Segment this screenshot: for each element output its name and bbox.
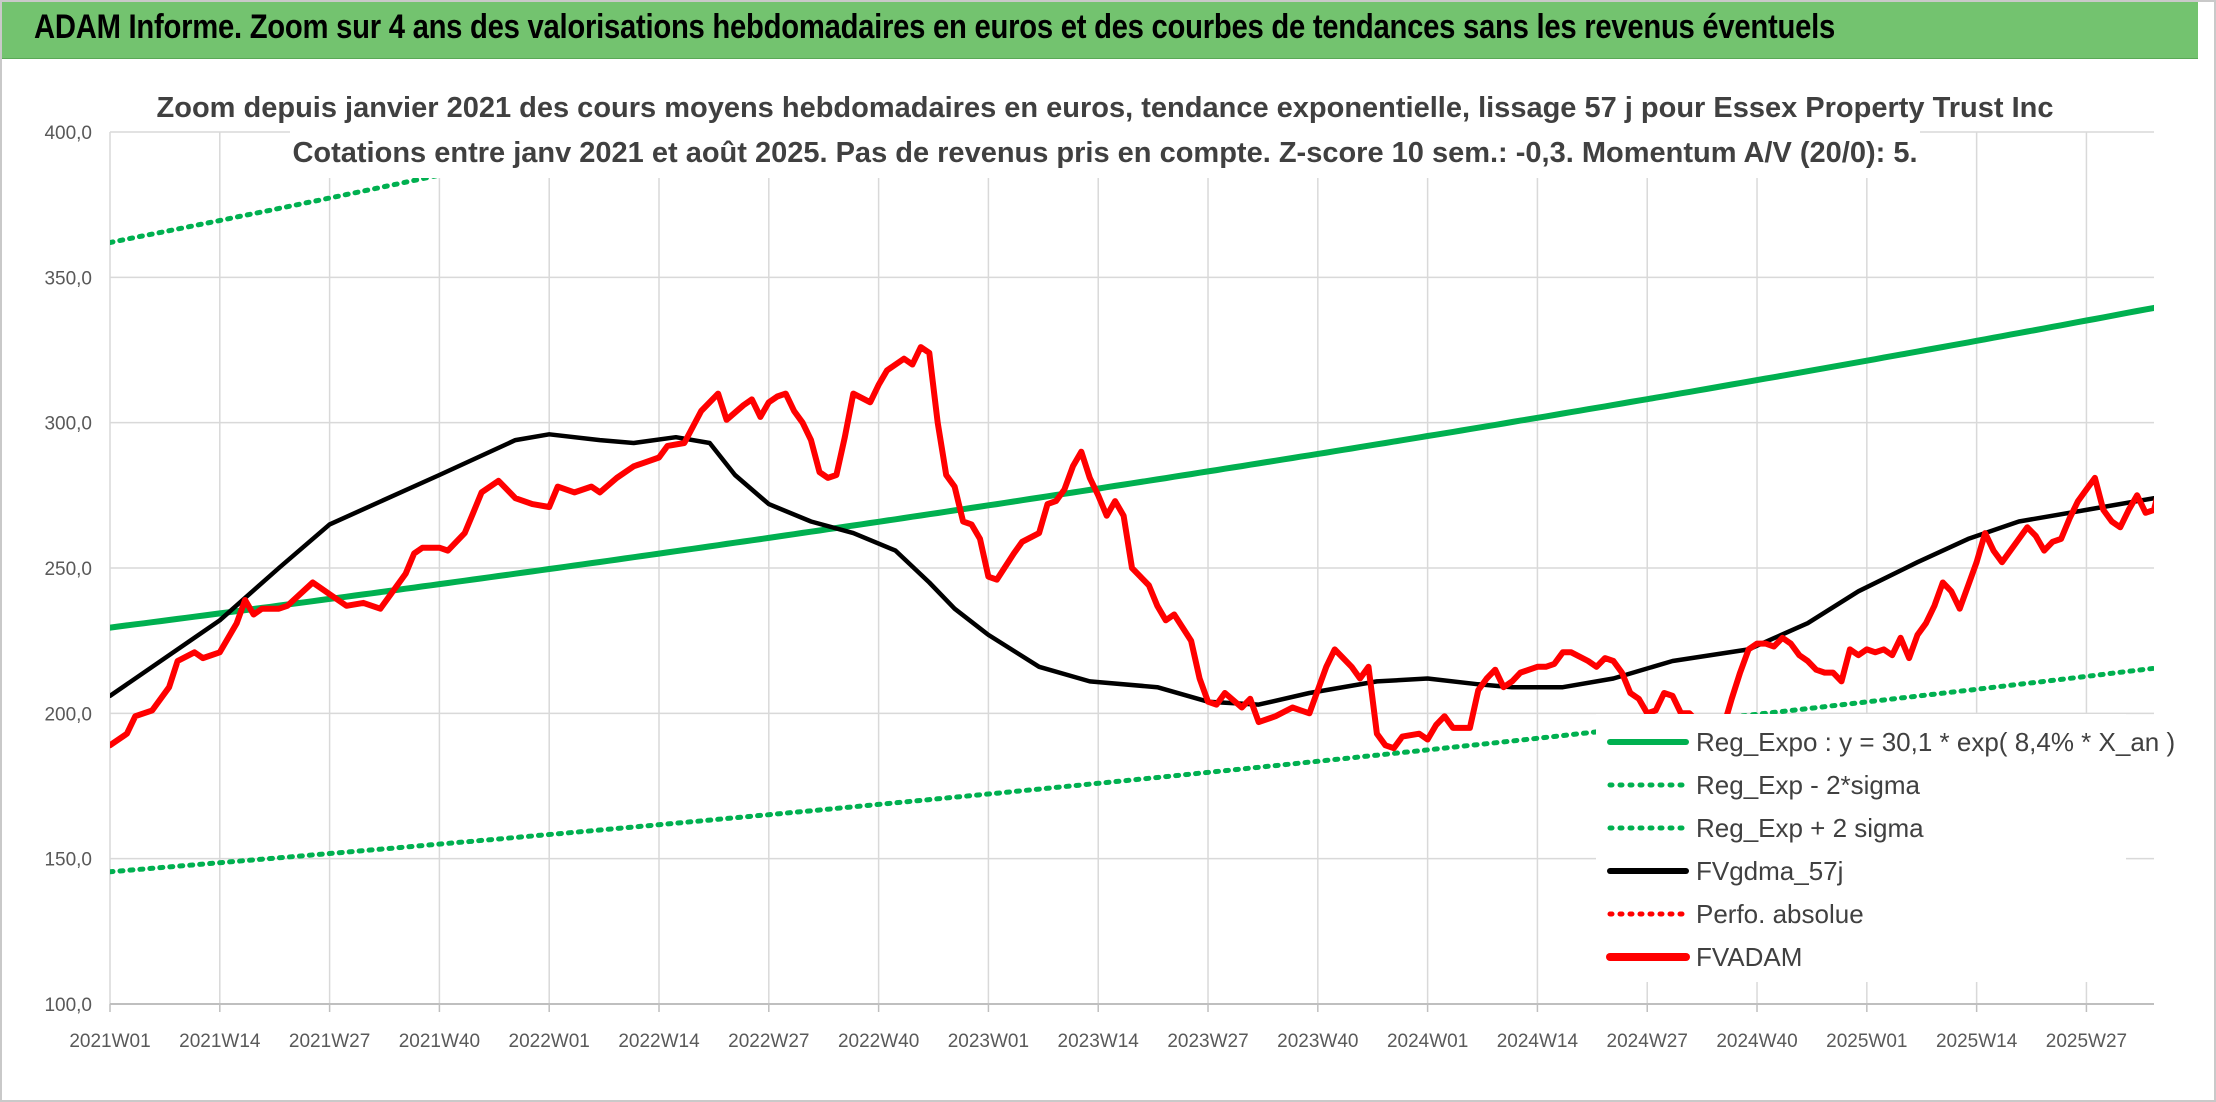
report-title: ADAM Informe. Zoom sur 4 ans des valoris…: [34, 8, 1836, 46]
legend-entry: FVADAM: [1696, 942, 1802, 972]
y-tick-label: 100,0: [44, 995, 92, 1016]
axis-lines: [109, 1003, 2154, 1012]
series-line-fvgdma_57j: [110, 432, 2154, 707]
x-tick-label: 2022W01: [509, 1031, 590, 1052]
x-tick-label: 2023W14: [1058, 1031, 1140, 1052]
y-tick-label: 150,0: [44, 850, 92, 871]
x-tick-label: 2022W27: [728, 1031, 809, 1052]
x-tick-label: 2025W14: [1936, 1031, 2018, 1052]
legend-entry: FVgdma_57j: [1696, 856, 1843, 886]
y-tick-label: 350,0: [44, 268, 92, 289]
legend-entry: Perfo. absolue: [1696, 899, 1864, 929]
y-axis-tick-labels: 100,0 150,0 200,0 250,0 300,0 350,0 400,0: [44, 123, 92, 1016]
x-tick-label: 2021W40: [399, 1031, 480, 1052]
x-tick-label: 2024W40: [1716, 1031, 1797, 1052]
y-tick-label: 300,0: [44, 414, 92, 435]
y-tick-label: 400,0: [44, 123, 92, 144]
series-line-reg_expo: [110, 304, 2154, 631]
chart-title-box: Zoom depuis janvier 2021 des cours moyen…: [157, 80, 2054, 178]
x-tick-label: 2025W27: [2046, 1031, 2127, 1052]
x-tick-label: 2021W14: [179, 1031, 261, 1052]
legend-entry: Reg_Expo : y = 30,1 * exp( 8,4% * X_an ): [1696, 727, 2175, 757]
report-banner: ADAM Informe. Zoom sur 4 ans des valoris…: [2, 2, 2198, 59]
series-lines: [110, 122, 2154, 875]
x-tick-label: 2023W01: [948, 1031, 1029, 1052]
y-tick-label: 250,0: [44, 559, 92, 580]
x-tick-label: 2024W01: [1387, 1031, 1468, 1052]
chart-title: Zoom depuis janvier 2021 des cours moyen…: [157, 92, 2054, 124]
legend-entry: Reg_Exp - 2*sigma: [1696, 770, 1921, 800]
x-tick-label: 2022W40: [838, 1031, 919, 1052]
x-tick-label: 2024W27: [1607, 1031, 1688, 1052]
x-tick-label: 2022W14: [618, 1031, 700, 1052]
x-tick-label: 2023W40: [1277, 1031, 1358, 1052]
x-axis-tick-labels: 2021W01 2021W14 2021W27 2021W40 2022W01 2022W…: [69, 1031, 2127, 1052]
x-tick-label: 2023W27: [1167, 1031, 1248, 1052]
chart-title-background: [290, 80, 1920, 178]
y-tick-label: 200,0: [44, 704, 92, 725]
chart-subtitle: Cotations entre janv 2021 et août 2025. …: [292, 137, 1917, 169]
series-line-fvadam: [110, 344, 2154, 752]
chart-legend: Reg_Expo : y = 30,1 * exp( 8,4% * X_an )…: [1596, 714, 2175, 982]
x-tick-label: 2024W14: [1497, 1031, 1579, 1052]
legend-entry: Reg_Exp + 2 sigma: [1696, 813, 1924, 843]
x-tick-label: 2025W01: [1826, 1031, 1907, 1052]
x-tick-label: 2021W01: [69, 1031, 150, 1052]
series-line-reg_exp: [110, 665, 2154, 875]
legend-background: [1596, 714, 2126, 982]
x-tick-label: 2021W27: [289, 1031, 370, 1052]
